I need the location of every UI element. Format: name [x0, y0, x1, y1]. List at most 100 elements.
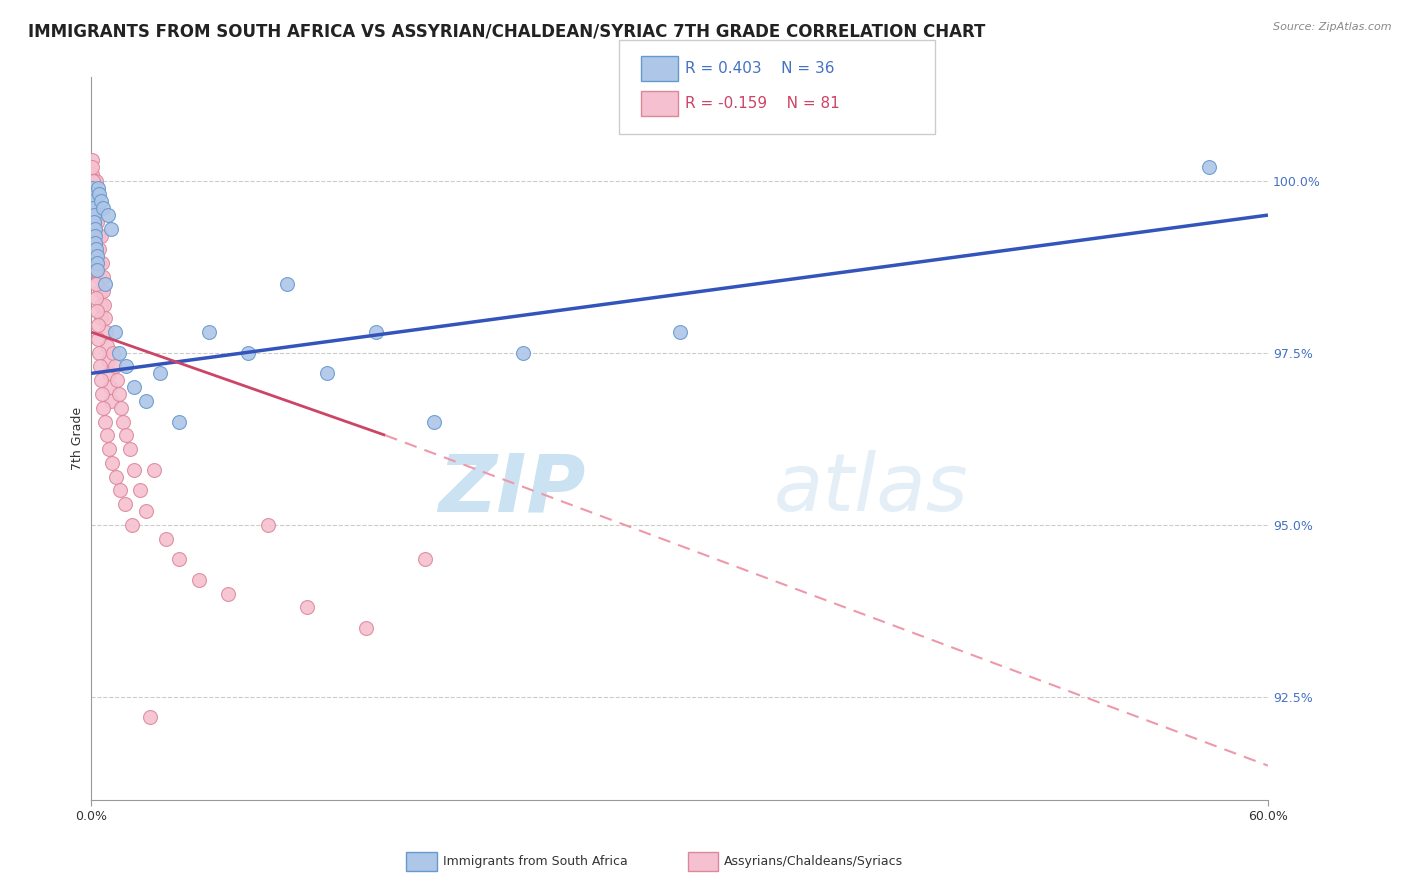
Point — [87, 180, 110, 194]
Point — [91, 284, 114, 298]
Point — [83, 187, 105, 202]
Point — [83, 215, 105, 229]
Text: Immigrants from South Africa: Immigrants from South Africa — [443, 855, 627, 868]
Point — [90, 297, 112, 311]
Point — [124, 380, 146, 394]
Point — [87, 187, 110, 202]
Point — [82, 187, 104, 202]
Point — [139, 710, 162, 724]
Point — [93, 297, 115, 311]
Point — [83, 208, 105, 222]
Point — [114, 497, 136, 511]
Point — [97, 352, 120, 367]
Point — [354, 621, 377, 635]
Point — [101, 456, 124, 470]
Point — [84, 235, 107, 250]
Point — [83, 201, 105, 215]
Point — [236, 345, 259, 359]
Point — [83, 208, 105, 222]
Point — [188, 573, 211, 587]
Point — [423, 415, 446, 429]
Y-axis label: 7th Grade: 7th Grade — [72, 407, 84, 470]
Point — [89, 270, 111, 285]
Point — [512, 345, 534, 359]
Point — [121, 517, 143, 532]
Point — [104, 325, 127, 339]
Text: IMMIGRANTS FROM SOUTH AFRICA VS ASSYRIAN/CHALDEAN/SYRIAC 7TH GRADE CORRELATION C: IMMIGRANTS FROM SOUTH AFRICA VS ASSYRIAN… — [28, 22, 986, 40]
Point — [87, 256, 110, 270]
Point — [83, 222, 105, 236]
Point — [84, 215, 107, 229]
Point — [94, 325, 117, 339]
Text: Source: ZipAtlas.com: Source: ZipAtlas.com — [1274, 22, 1392, 32]
Point — [84, 174, 107, 188]
Point — [82, 160, 104, 174]
Point — [256, 517, 278, 532]
Point — [668, 325, 690, 339]
Point — [135, 504, 157, 518]
Point — [96, 339, 118, 353]
Point — [87, 228, 110, 243]
Point — [82, 187, 104, 202]
Point — [83, 235, 105, 250]
Point — [89, 284, 111, 298]
Point — [84, 243, 107, 257]
Point — [413, 552, 436, 566]
Text: R = 0.403    N = 36: R = 0.403 N = 36 — [685, 62, 834, 76]
Point — [107, 387, 129, 401]
Point — [105, 373, 128, 387]
Point — [110, 401, 132, 415]
Point — [315, 367, 337, 381]
Point — [87, 243, 110, 257]
Point — [86, 256, 108, 270]
Point — [115, 428, 138, 442]
Point — [120, 442, 142, 456]
Point — [169, 415, 191, 429]
Point — [87, 332, 110, 346]
Point — [98, 380, 121, 394]
Point — [198, 325, 221, 339]
Point — [104, 359, 127, 374]
Point — [84, 228, 107, 243]
Point — [135, 393, 157, 408]
Point — [91, 270, 114, 285]
Point — [115, 359, 138, 374]
Point — [93, 401, 115, 415]
Point — [89, 359, 111, 374]
Point — [129, 483, 152, 498]
Point — [82, 167, 104, 181]
Point — [82, 180, 104, 194]
Point — [100, 222, 122, 236]
Point — [364, 325, 387, 339]
Point — [155, 532, 177, 546]
Point — [82, 201, 104, 215]
Point — [94, 415, 117, 429]
Point — [94, 277, 117, 291]
Point — [90, 228, 112, 243]
Point — [1198, 160, 1220, 174]
Point — [89, 345, 111, 359]
Point — [142, 463, 165, 477]
Point — [124, 463, 146, 477]
Point — [94, 311, 117, 326]
Point — [84, 263, 107, 277]
Point — [82, 194, 104, 209]
Point — [97, 208, 120, 222]
Point — [83, 215, 105, 229]
Point — [82, 194, 104, 209]
Point — [111, 415, 134, 429]
Point — [82, 201, 104, 215]
Point — [86, 215, 108, 229]
Point — [218, 586, 240, 600]
Point — [84, 277, 107, 291]
Text: Assyrians/Chaldeans/Syriacs: Assyrians/Chaldeans/Syriacs — [724, 855, 903, 868]
Point — [295, 600, 318, 615]
Point — [96, 428, 118, 442]
Point — [91, 387, 114, 401]
Text: ZIP: ZIP — [439, 450, 585, 528]
Point — [86, 187, 108, 202]
Point — [82, 180, 104, 194]
Point — [86, 249, 108, 263]
Point — [86, 263, 108, 277]
Text: atlas: atlas — [773, 450, 969, 528]
